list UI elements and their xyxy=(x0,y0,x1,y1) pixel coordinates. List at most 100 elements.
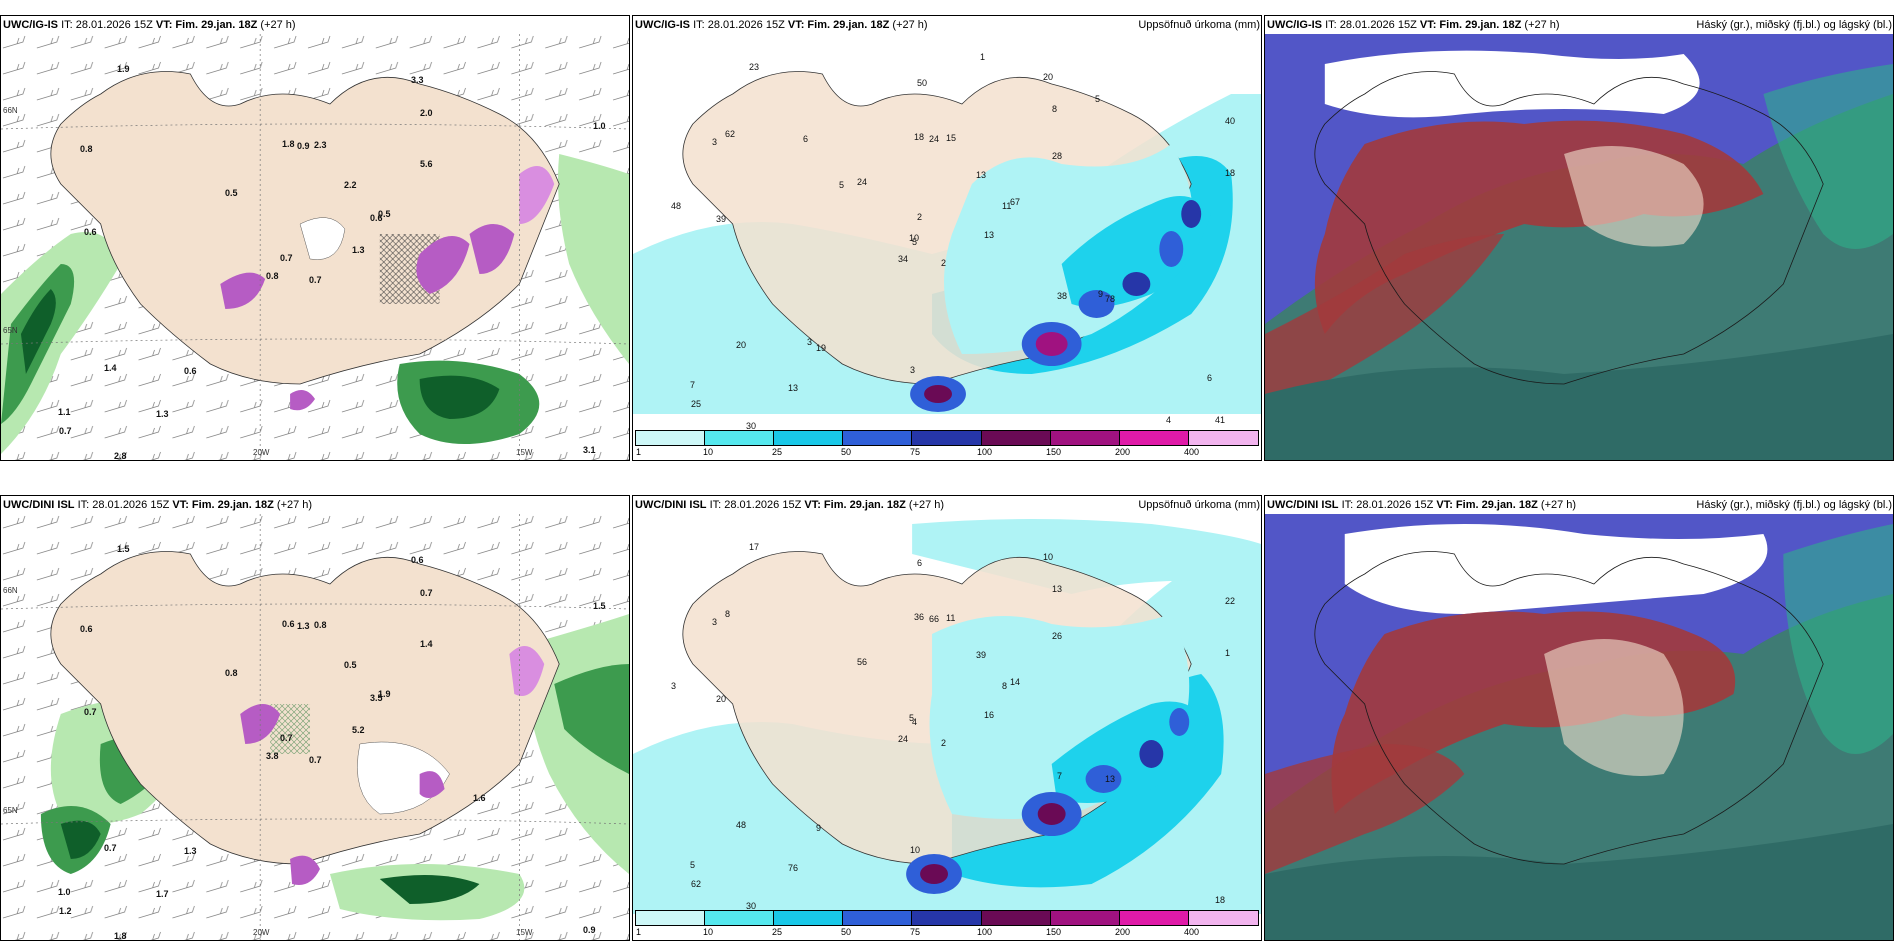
valid-label: VT: xyxy=(172,499,189,511)
lead-time: (+27 h) xyxy=(276,499,313,511)
valid-time: Fim. 29.jan. 18Z xyxy=(1455,499,1538,511)
axis-lat-66: 66N xyxy=(3,586,18,595)
model-name: UWC/DINI ISL xyxy=(635,499,707,511)
valid-time: Fim. 29.jan. 18Z xyxy=(175,19,258,31)
init-time: IT: 28.01.2026 15Z xyxy=(709,499,802,511)
colorbar-label: 150 xyxy=(1046,447,1062,457)
colorbar-swatch xyxy=(1120,910,1189,926)
init-time: IT: 28.01.2026 15Z xyxy=(1341,499,1434,511)
colorbar-swatch xyxy=(635,910,705,926)
valid-time: Fim. 29.jan. 18Z xyxy=(807,19,890,31)
colorbar-label: 75 xyxy=(910,927,921,937)
panel-header: UWC/IG-IS IT: 28.01.2026 15Z VT: Fim. 29… xyxy=(633,16,1261,34)
colorbar-label: 25 xyxy=(772,447,783,457)
panel-header: UWC/IG-IS IT: 28.01.2026 15Z VT: Fim. 29… xyxy=(1,16,629,34)
colorbar-swatch xyxy=(1051,430,1120,446)
panel-header: UWC/IG-IS IT: 28.01.2026 15Z VT: Fim. 29… xyxy=(1265,16,1893,34)
panel-r1-cloud: UWC/IG-IS IT: 28.01.2026 15Z VT: Fim. 29… xyxy=(1264,15,1894,461)
precip-colorbar: 1 10 25 50 75 100 150 200 400 xyxy=(635,430,1259,458)
init-time: IT: 28.01.2026 15Z xyxy=(77,499,170,511)
model-name: UWC/IG-IS xyxy=(635,19,690,31)
valid-label: VT: xyxy=(1436,499,1453,511)
axis-lon-20: 20W xyxy=(253,448,270,457)
axis-lon-20: 20W xyxy=(253,928,270,937)
lead-time: (+27 h) xyxy=(1524,19,1560,31)
colorbar-swatch xyxy=(1051,910,1120,926)
lead-time: (+27 h) xyxy=(1540,499,1577,511)
valid-label: VT: xyxy=(155,19,173,31)
field-title: Háský (gr.), miðský (fj.bl.) og lágský (… xyxy=(1696,499,1892,511)
cloud-map xyxy=(1265,34,1893,460)
field-title: Uppsöfnuð úrkoma (mm) xyxy=(1138,499,1260,511)
colorbar-swatch xyxy=(774,910,843,926)
colorbar-swatch xyxy=(635,430,705,446)
axis-lat-66: 66N xyxy=(3,106,18,115)
colorbar-swatch xyxy=(843,430,912,446)
valid-time: Fim. 29.jan. 18Z xyxy=(823,499,906,511)
colorbar-label: 10 xyxy=(703,447,714,457)
colorbar-label: 50 xyxy=(841,447,852,457)
model-name: UWC/DINI ISL xyxy=(1267,499,1339,511)
panel-header: UWC/DINI ISL IT: 28.01.2026 15Z VT: Fim.… xyxy=(1265,496,1893,514)
valid-time: Fim. 29.jan. 18Z xyxy=(191,499,274,511)
colorbar-label: 100 xyxy=(977,447,993,457)
iceland-outline xyxy=(1314,551,1824,865)
colorbar-swatch xyxy=(982,430,1051,446)
axis-lat-65: 65N xyxy=(3,326,18,335)
precip-colorbar: 1 10 25 50 75 100 150 200 400 xyxy=(635,910,1259,938)
colorbar-swatch xyxy=(1120,430,1189,446)
precip-map xyxy=(633,514,1261,940)
colorbar-label: 75 xyxy=(910,447,921,457)
panel-r2-wind: UWC/DINI ISL IT: 28.01.2026 15Z VT: Fim.… xyxy=(0,495,630,941)
colorbar-label: 400 xyxy=(1184,927,1200,937)
model-name: UWC/IG-IS xyxy=(3,19,58,31)
lead-time: (+27 h) xyxy=(260,19,296,31)
panel-header: UWC/DINI ISL IT: 28.01.2026 15Z VT: Fim.… xyxy=(1,496,629,514)
colorbar-label: 1 xyxy=(636,927,642,937)
colorbar-label: 400 xyxy=(1184,447,1200,457)
axis-lat-65: 65N xyxy=(3,806,18,815)
colorbar-label: 150 xyxy=(1046,927,1062,937)
panel-r1-wind: UWC/IG-IS IT: 28.01.2026 15Z VT: Fim. 29… xyxy=(0,15,630,461)
colorbar-label: 200 xyxy=(1115,447,1131,457)
wind-map-svg xyxy=(1,514,629,940)
axis-lon-15: 15W xyxy=(516,448,533,457)
cloud-map-svg xyxy=(1265,514,1893,940)
axis-lon-15: 15W xyxy=(516,928,533,937)
cloud-map xyxy=(1265,514,1893,940)
valid-label: VT: xyxy=(804,499,821,511)
model-name: UWC/IG-IS xyxy=(1267,19,1322,31)
lead-time: (+27 h) xyxy=(892,19,928,31)
precip-map xyxy=(633,34,1261,460)
colorbar-swatch xyxy=(843,910,912,926)
colorbar-label: 50 xyxy=(841,927,852,937)
model-name: UWC/DINI ISL xyxy=(3,499,75,511)
panel-r2-cloud: UWC/DINI ISL IT: 28.01.2026 15Z VT: Fim.… xyxy=(1264,495,1894,941)
wind-map-svg xyxy=(1,34,629,460)
lead-time: (+27 h) xyxy=(908,499,945,511)
init-time: IT: 28.01.2026 15Z xyxy=(61,19,153,31)
field-title: Uppsöfnuð úrkoma (mm) xyxy=(1138,19,1260,31)
colorbar-swatch xyxy=(774,430,843,446)
colorbar-swatch xyxy=(912,430,982,446)
valid-label: VT: xyxy=(1419,19,1437,31)
field-title: Háský (gr.), miðský (fj.bl.) og lágský (… xyxy=(1696,19,1892,31)
init-time: IT: 28.01.2026 15Z xyxy=(1325,19,1417,31)
valid-time: Fim. 29.jan. 18Z xyxy=(1439,19,1522,31)
valid-label: VT: xyxy=(787,19,805,31)
panel-r2-precip: UWC/DINI ISL IT: 28.01.2026 15Z VT: Fim.… xyxy=(632,495,1262,941)
colorbar-swatch xyxy=(912,910,982,926)
iceland-outline xyxy=(1314,71,1824,385)
colorbar-label: 1 xyxy=(636,447,642,457)
wind-map xyxy=(1,34,629,460)
cloud-map-svg xyxy=(1265,34,1893,460)
init-time: IT: 28.01.2026 15Z xyxy=(693,19,785,31)
precip-map-svg xyxy=(633,514,1261,940)
colorbar-label: 200 xyxy=(1115,927,1131,937)
panel-r1-precip: UWC/IG-IS IT: 28.01.2026 15Z VT: Fim. 29… xyxy=(632,15,1262,461)
panel-header: UWC/DINI ISL IT: 28.01.2026 15Z VT: Fim.… xyxy=(633,496,1261,514)
colorbar-label: 25 xyxy=(772,927,783,937)
precip-map-svg xyxy=(633,34,1261,460)
wind-map xyxy=(1,514,629,940)
colorbar-swatch xyxy=(982,910,1051,926)
